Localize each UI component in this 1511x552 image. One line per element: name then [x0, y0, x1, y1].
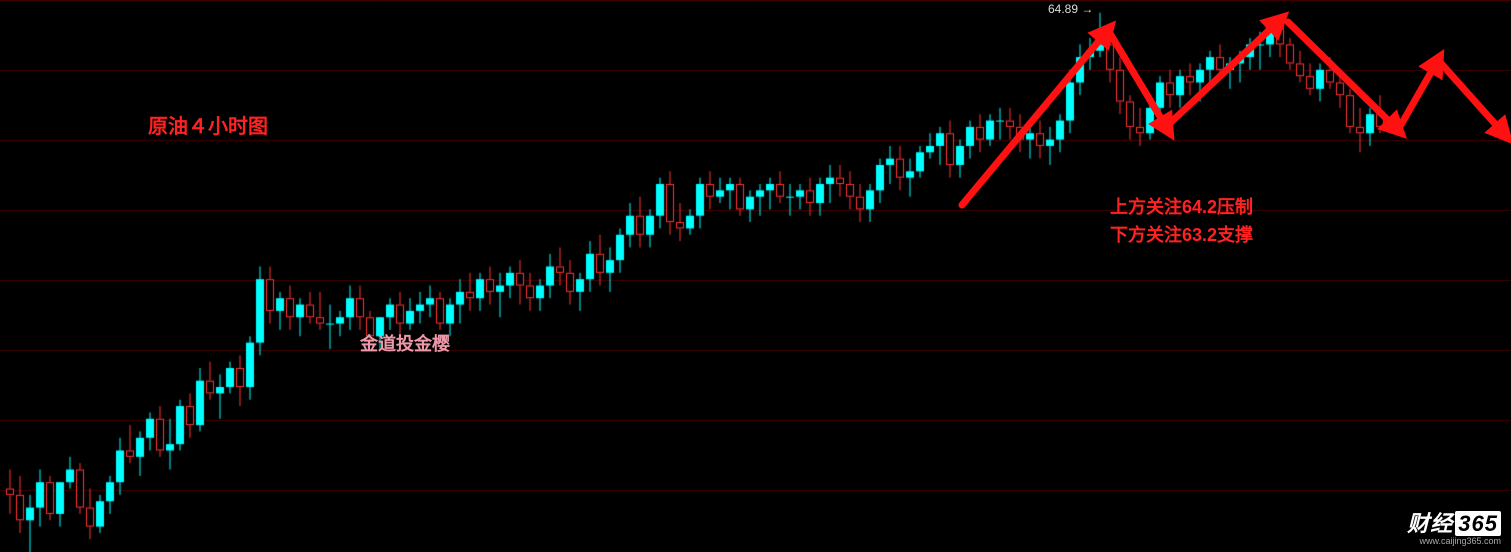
watermark-url: www.caijing365.com [1407, 536, 1501, 546]
site-watermark: 财经365 www.caijing365.com [1407, 506, 1501, 546]
watermark-brand: 财经 [1407, 511, 1453, 536]
price-label: 64.89 → [1048, 2, 1093, 16]
chart-title: 原油４小时图 [148, 110, 268, 139]
candlestick-chart [0, 0, 1511, 552]
watermark-num: 365 [1455, 511, 1501, 536]
support-note: 下方关注63.2支撑 [1110, 221, 1253, 247]
watermark-author: 金道投金樱 [360, 330, 450, 356]
resistance-note: 上方关注64.2压制 [1110, 193, 1253, 219]
